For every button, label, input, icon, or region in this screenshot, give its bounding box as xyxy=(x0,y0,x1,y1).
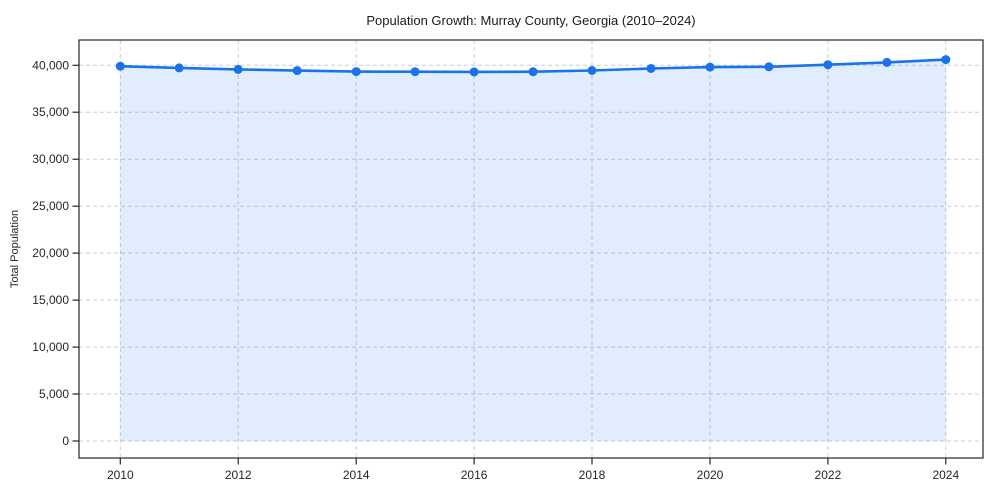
data-point xyxy=(351,67,361,77)
y-tick-label: 20,000 xyxy=(32,246,69,260)
chart-title: Population Growth: Murray County, Georgi… xyxy=(366,13,695,28)
data-point xyxy=(292,66,302,76)
y-axis-label: Total Population xyxy=(9,210,21,288)
x-tick-label: 2022 xyxy=(815,468,842,482)
y-tick-label: 25,000 xyxy=(32,199,69,213)
x-axis-ticks: 2010 2012 2014 2016 2018 2020 2022 2024 xyxy=(107,458,959,482)
area-fill-layer xyxy=(120,59,946,441)
y-tick-label: 35,000 xyxy=(32,105,69,119)
data-point xyxy=(528,67,538,77)
data-point xyxy=(115,61,125,71)
data-point xyxy=(410,67,420,77)
gridlines xyxy=(79,40,983,458)
y-tick-label: 40,000 xyxy=(32,58,69,72)
data-point xyxy=(469,67,479,77)
y-tick-label: 10,000 xyxy=(32,340,69,354)
x-tick-label: 2016 xyxy=(461,468,488,482)
data-point xyxy=(587,66,597,75)
data-point xyxy=(823,60,833,70)
y-tick-label: 0 xyxy=(62,434,69,448)
x-tick-label: 2010 xyxy=(107,468,134,482)
x-tick-label: 2020 xyxy=(697,468,724,482)
data-point xyxy=(882,57,892,67)
plot-area-border xyxy=(78,39,984,459)
data-point xyxy=(705,62,715,72)
area-fill xyxy=(120,59,946,441)
data-point xyxy=(233,64,243,74)
y-tick-label: 5,000 xyxy=(39,387,69,401)
x-tick-label: 2012 xyxy=(225,468,252,482)
y-tick-label: 30,000 xyxy=(32,152,69,166)
y-tick-label: 15,000 xyxy=(32,293,69,307)
x-tick-label: 2024 xyxy=(932,468,959,482)
x-tick-label: 2018 xyxy=(579,468,606,482)
data-point xyxy=(174,63,184,73)
data-point xyxy=(941,55,951,65)
data-points-layer xyxy=(115,55,951,77)
x-tick-label: 2014 xyxy=(343,468,370,482)
data-point xyxy=(646,64,656,73)
data-point xyxy=(764,62,774,72)
y-axis-ticks: 0 5,000 10,000 15,000 20,000 25,000 30,000 35,0… xyxy=(32,58,79,448)
